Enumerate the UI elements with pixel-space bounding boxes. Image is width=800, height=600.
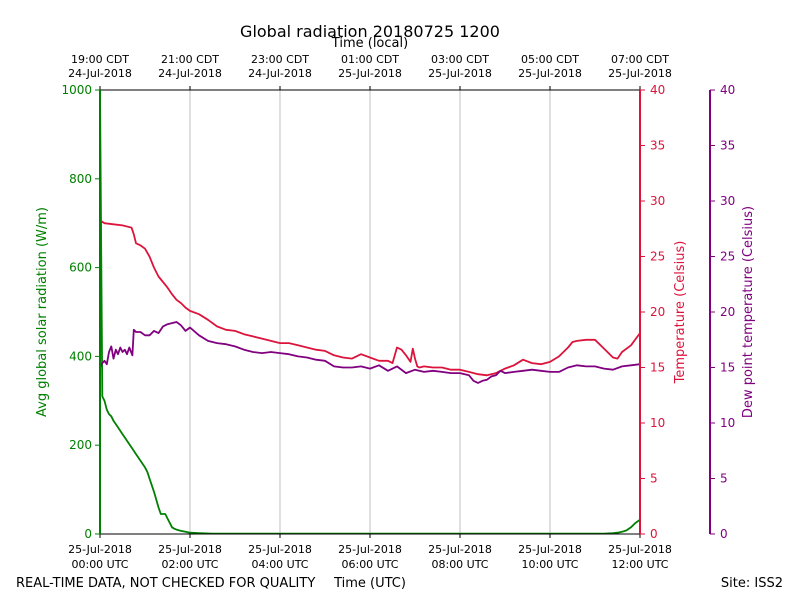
y-tick-label: 10: [650, 416, 665, 430]
y-tick-label: 0: [720, 527, 728, 541]
top-tick-label: 24-Jul-2018: [248, 67, 312, 80]
gridlines: [189, 90, 551, 534]
y-tick-label: 30: [650, 194, 665, 208]
top-tick-label: 24-Jul-2018: [158, 67, 222, 80]
y-tick-label: 5: [720, 472, 728, 486]
y-tick-label: 30: [720, 194, 735, 208]
bottom-tick-label: 00:00 UTC: [71, 558, 128, 571]
bottom-tick-label: 25-Jul-2018: [68, 543, 132, 556]
top-tick-label: 01:00 CDT: [341, 53, 399, 66]
top-tick-label: 24-Jul-2018: [68, 67, 132, 80]
bottom-tick-label: 02:00 UTC: [161, 558, 218, 571]
y-tick-label: 20: [650, 305, 665, 319]
x-axis-label: Time (UTC): [333, 576, 406, 591]
bottom-tick-label: 25-Jul-2018: [608, 543, 672, 556]
bottom-tick-label: 25-Jul-2018: [158, 543, 222, 556]
top-tick-label: 25-Jul-2018: [428, 67, 492, 80]
y-tick-label: 800: [69, 172, 92, 186]
y-tick-label: 40: [650, 83, 665, 97]
dewpoint-axis-label: Dew point temperature (Celsius): [741, 206, 756, 418]
top-tick-label: 25-Jul-2018: [338, 67, 402, 80]
y-tick-label: 200: [69, 438, 92, 452]
bottom-tick-label: 25-Jul-2018: [518, 543, 582, 556]
top-axis-label: Time (local): [331, 36, 408, 51]
y-tick-label: 600: [69, 261, 92, 275]
bottom-tick-label: 10:00 UTC: [521, 558, 578, 571]
top-tick-label: 23:00 CDT: [251, 53, 309, 66]
top-tick-label: 07:00 CDT: [611, 53, 669, 66]
bottom-tick-label: 12:00 UTC: [611, 558, 668, 571]
bottom-tick-label: 04:00 UTC: [251, 558, 308, 571]
bottom-tick-label: 25-Jul-2018: [248, 543, 312, 556]
y-tick-label: 25: [650, 250, 665, 264]
chart-title: Global radiation 20180725 1200: [240, 22, 500, 41]
radiation-axis-label: Avg global solar radiation (W/m): [35, 207, 50, 417]
top-tick-label: 03:00 CDT: [431, 53, 489, 66]
footer-right: Site: ISS2: [721, 576, 783, 591]
y-tick-label: 1000: [61, 83, 92, 97]
radiation-axis-ticks: 0 200 400 600 800 1000: [61, 83, 100, 541]
temperature-axis-ticks: 0 5 10 15 20 25 30 35 40: [640, 83, 665, 541]
bottom-tick-label: 08:00 UTC: [431, 558, 488, 571]
y-tick-label: 5: [650, 472, 658, 486]
top-tick-label: 05:00 CDT: [521, 53, 579, 66]
top-tick-label: 25-Jul-2018: [518, 67, 582, 80]
y-tick-label: 0: [650, 527, 658, 541]
bottom-tick-label: 06:00 UTC: [341, 558, 398, 571]
y-tick-label: 0: [84, 527, 92, 541]
series-line-dewpoint: [99, 321, 641, 384]
y-tick-label: 35: [650, 139, 665, 153]
y-tick-label: 15: [650, 361, 665, 375]
bottom-ticks: 25-Jul-2018 00:00 UTC 25-Jul-2018 02:00 UTC…: [68, 534, 672, 571]
footer-left: REAL-TIME DATA, NOT CHECKED FOR QUALITY: [16, 576, 315, 591]
y-tick-label: 25: [720, 250, 735, 264]
y-tick-label: 15: [720, 361, 735, 375]
temperature-axis-label: Temperature (Celsius): [673, 241, 688, 385]
y-tick-label: 400: [69, 349, 92, 363]
dewpoint-axis-ticks: 0 5 10 15 20 25 30 35 40: [710, 83, 735, 541]
top-tick-label: 25-Jul-2018: [608, 67, 672, 80]
series-line-temperature: [99, 220, 641, 377]
top-tick-label: 21:00 CDT: [161, 53, 219, 66]
y-tick-label: 20: [720, 305, 735, 319]
bottom-tick-label: 25-Jul-2018: [338, 543, 402, 556]
bottom-tick-label: 25-Jul-2018: [428, 543, 492, 556]
y-tick-label: 40: [720, 83, 735, 97]
y-tick-label: 10: [720, 416, 735, 430]
y-tick-label: 35: [720, 139, 735, 153]
top-tick-label: 19:00 CDT: [71, 53, 129, 66]
